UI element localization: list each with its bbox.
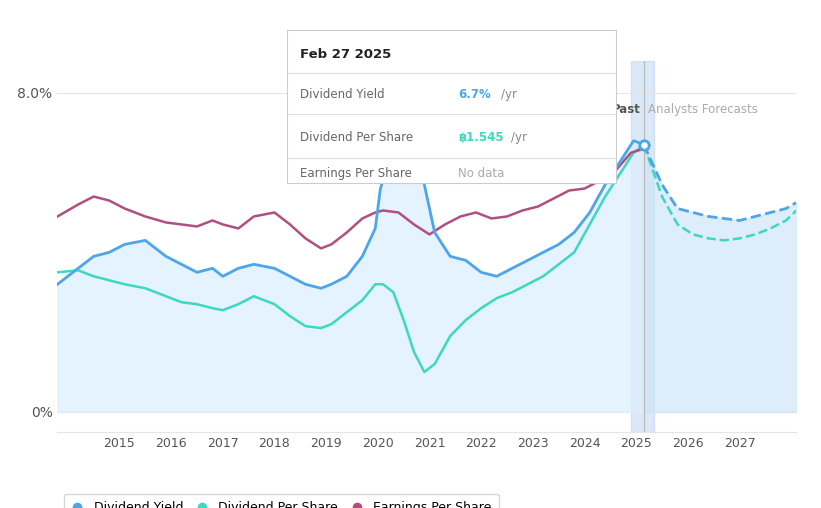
Text: Analysts Forecasts: Analysts Forecasts [648, 103, 758, 116]
Text: /yr: /yr [511, 131, 526, 144]
Text: Dividend Per Share: Dividend Per Share [300, 131, 414, 144]
Text: Feb 27 2025: Feb 27 2025 [300, 48, 392, 61]
Text: Earnings Per Share: Earnings Per Share [300, 167, 412, 180]
Text: 6.7%: 6.7% [458, 88, 491, 101]
Bar [631, 61, 654, 432]
Text: ฿1.545: ฿1.545 [458, 131, 504, 144]
Point [637, 141, 650, 149]
Text: No data: No data [458, 167, 504, 180]
Text: Past: Past [612, 103, 640, 116]
Point [637, 141, 650, 149]
Text: Dividend Yield: Dividend Yield [300, 88, 385, 101]
Text: /yr: /yr [501, 88, 516, 101]
Legend: Dividend Yield, Dividend Per Share, Earnings Per Share: Dividend Yield, Dividend Per Share, Earn… [64, 494, 499, 508]
